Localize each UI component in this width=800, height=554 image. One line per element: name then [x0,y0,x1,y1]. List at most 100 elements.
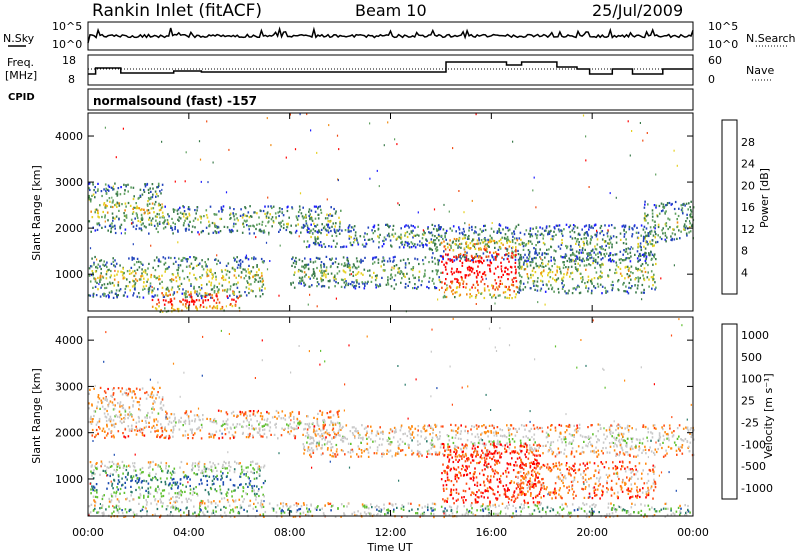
power-cell [184,305,187,308]
velocity-cell [166,417,169,420]
power-cell [443,240,445,243]
power-cell [300,277,303,280]
power-noise-cell [299,192,302,195]
velocity-cell [161,408,164,411]
power-cell [157,265,160,268]
power-cell [571,229,574,232]
power-cell [124,287,127,291]
power-cell [400,281,402,284]
power-cell [571,248,574,251]
power-cell [216,225,219,228]
power-cell [473,272,476,275]
power-cell [346,257,349,260]
power-cell [204,261,206,264]
power-cell [455,286,458,290]
power-cell [500,261,502,264]
velocity-cell [593,449,595,452]
power-cell [655,241,657,244]
power-cell [161,274,163,277]
power-cell [420,284,423,287]
power-cell [227,296,229,299]
power-cell [258,277,261,280]
power-cell [457,246,459,249]
power-cell [168,215,170,218]
power-cell [542,265,545,269]
velocity-cell [232,423,234,426]
power-cell [454,277,456,281]
power-cell [393,287,396,290]
velocity-cell [568,423,571,427]
power-cell [253,258,255,261]
power-cell [477,265,479,268]
velocity-cell [360,437,362,440]
power-cell [187,258,189,261]
power-cell [645,227,648,230]
power-cell [215,258,217,261]
power-cell [240,276,242,279]
power-cell [158,222,161,225]
power-cell [190,293,192,296]
velocity-cell [661,446,663,450]
power-cell [148,223,151,226]
velocity-cell [418,455,420,458]
power-cell [355,257,358,260]
velocity-cell [326,448,329,451]
power-cell [428,261,430,264]
power-cell [591,289,593,292]
velocity-cell [597,423,600,426]
velocity-cell [328,431,330,435]
velocity-cell [324,431,327,434]
power-cell [220,208,223,211]
power-cell [162,227,165,230]
power-cell [325,269,328,272]
power-cell [88,187,90,190]
velocity-cell [623,439,625,442]
velocity-cell [327,440,329,443]
velocity-cell [667,445,670,448]
power-cell [571,271,574,274]
power-cell [554,259,556,262]
power-cell [469,288,471,291]
velocity-cell [451,436,454,439]
power-cell [469,242,472,245]
velocity-cell [145,397,148,400]
power-cell [463,230,465,233]
velocity-cell [653,427,656,430]
power-cell [267,205,270,208]
velocity-cell [311,436,313,439]
power-cell [554,273,557,276]
power-cell [689,206,691,209]
velocity-cell [160,423,162,426]
velocity-cell [639,441,641,444]
velocity-cell [464,452,467,455]
velocity-cell [144,416,146,419]
power-cell [208,280,210,283]
power-cell [655,206,657,209]
velocity-cell [658,438,661,441]
power-cell [655,258,657,261]
velocity-cell [154,430,156,433]
power-cell [623,226,626,229]
power-cell [249,224,252,228]
power-cell [505,285,507,289]
power-cell [162,295,165,298]
power-cell [245,274,247,277]
velocity-cell [447,435,450,438]
power-cell [312,272,315,276]
power-cell [553,249,556,252]
velocity-cell [554,455,557,458]
power-cell [314,241,317,244]
velocity-cell [650,450,653,453]
power-cell [436,273,438,276]
power-cell [151,196,154,199]
power-cell [239,214,242,217]
velocity-cell [103,408,106,411]
velocity-cell [323,443,326,446]
power-cell [351,266,354,269]
power-cell [234,304,237,307]
power-cell [156,222,159,225]
power-cell [497,248,500,251]
power-cell [150,273,153,277]
velocity-cell [106,399,108,402]
power-cell [585,231,588,234]
